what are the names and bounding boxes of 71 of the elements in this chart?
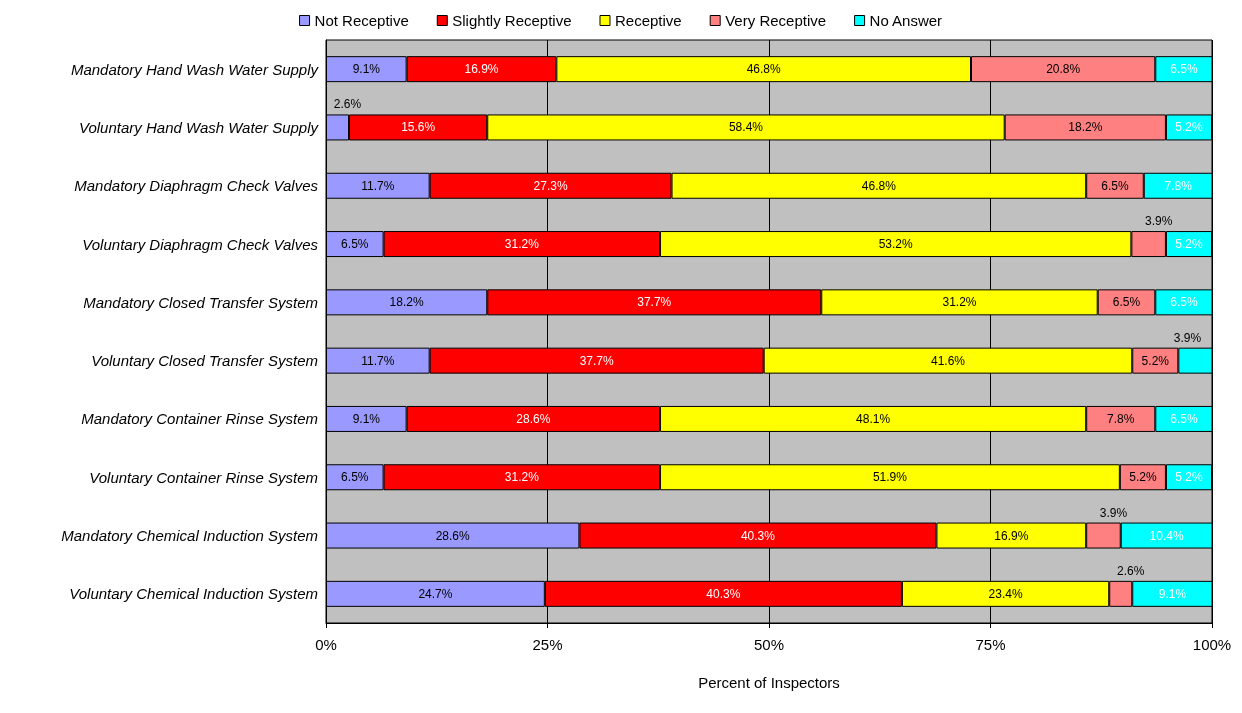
y-tick-label: Mandatory Diaphragm Check Valves (74, 177, 319, 195)
data-label: 6.5% (1170, 62, 1198, 77)
data-label: 20.8% (1046, 62, 1081, 77)
data-label: 40.3% (740, 528, 776, 543)
data-label: 6.5% (341, 237, 369, 252)
y-tick-label: Mandatory Container Rinse System (81, 410, 318, 428)
y-tick-label: Voluntary Closed Transfer System (91, 352, 318, 370)
data-label: 18.2% (1068, 120, 1103, 135)
data-label: 5.2% (1141, 353, 1170, 368)
data-label: 6.5% (1170, 295, 1198, 310)
data-label: 18.2% (389, 295, 424, 310)
data-label: 10.4% (1149, 528, 1184, 543)
data-label: 28.6% (516, 411, 551, 426)
data-label: 2.6% (1117, 563, 1145, 578)
data-label: 6.5% (341, 470, 369, 485)
data-label: 46.8% (861, 178, 897, 193)
data-label: 5.2% (1175, 237, 1203, 252)
y-tick-label: Mandatory Hand Wash Water Supply (70, 60, 320, 78)
data-label: 2.6% (333, 97, 362, 112)
data-label: 51.9% (872, 470, 908, 485)
x-tick-label: 100% (1192, 636, 1232, 653)
data-label: 37.7% (579, 353, 615, 368)
x-tick-label: 25% (532, 636, 563, 653)
data-label: 3.9% (1173, 330, 1202, 345)
x-tick-label: 0% (315, 636, 337, 653)
data-label: 16.9% (464, 62, 499, 77)
y-tick-label: Mandatory Closed Transfer System (83, 293, 318, 311)
data-label: 9.1% (352, 62, 381, 77)
data-label: 7.8% (1164, 178, 1193, 193)
data-label: 5.2% (1175, 470, 1203, 485)
legend-label: Slightly Receptive (452, 12, 572, 29)
data-label: 40.3% (706, 586, 741, 601)
x-tick-label: 50% (753, 636, 785, 653)
legend-label: Very Receptive (725, 12, 827, 29)
data-label: 28.6% (435, 528, 471, 543)
data-label: 27.3% (533, 178, 568, 193)
data-label: 24.7% (418, 586, 453, 601)
data-label: 7.8% (1107, 411, 1135, 426)
y-tick-label: Voluntary Chemical Induction System (69, 585, 318, 603)
data-label: 3.9% (1099, 505, 1128, 520)
data-label: 5.2% (1129, 470, 1157, 485)
y-tick-label: Voluntary Hand Wash Water Supply (78, 118, 320, 136)
data-label: 48.1% (856, 411, 891, 426)
data-label: 9.1% (1158, 586, 1187, 601)
data-label: 6.5% (1170, 411, 1198, 426)
data-label: 15.6% (401, 120, 436, 135)
x-axis-title: Percent of Inspectors (698, 674, 840, 691)
data-label: 16.9% (994, 528, 1029, 543)
data-label: 5.2% (1175, 120, 1203, 135)
y-tick-label: Mandatory Chemical Induction System (61, 527, 318, 545)
data-label: 11.7% (361, 178, 395, 193)
data-label: 9.1% (352, 411, 381, 426)
x-tick-label: 75% (975, 636, 1006, 653)
data-label: 31.2% (942, 295, 977, 310)
data-label: 53.2% (878, 237, 914, 252)
y-tick-label: Voluntary Container Rinse System (89, 468, 318, 486)
data-label: 23.4% (988, 586, 1023, 601)
data-label: 11.7% (361, 353, 395, 368)
data-label: 46.8% (746, 62, 782, 77)
legend-label: Receptive (615, 12, 682, 29)
legend-label: No Answer (869, 12, 943, 29)
data-label: 31.2% (504, 470, 540, 485)
data-label: 6.5% (1112, 295, 1141, 310)
legend-label: Not Receptive (314, 12, 409, 29)
data-label: 37.7% (637, 295, 672, 310)
y-tick-label: Voluntary Diaphragm Check Valves (82, 235, 319, 253)
data-label: 31.2% (504, 237, 540, 252)
data-label: 6.5% (1101, 178, 1129, 193)
data-label: 58.4% (728, 120, 764, 135)
data-label: 3.9% (1144, 214, 1173, 229)
data-label: 41.6% (930, 353, 966, 368)
